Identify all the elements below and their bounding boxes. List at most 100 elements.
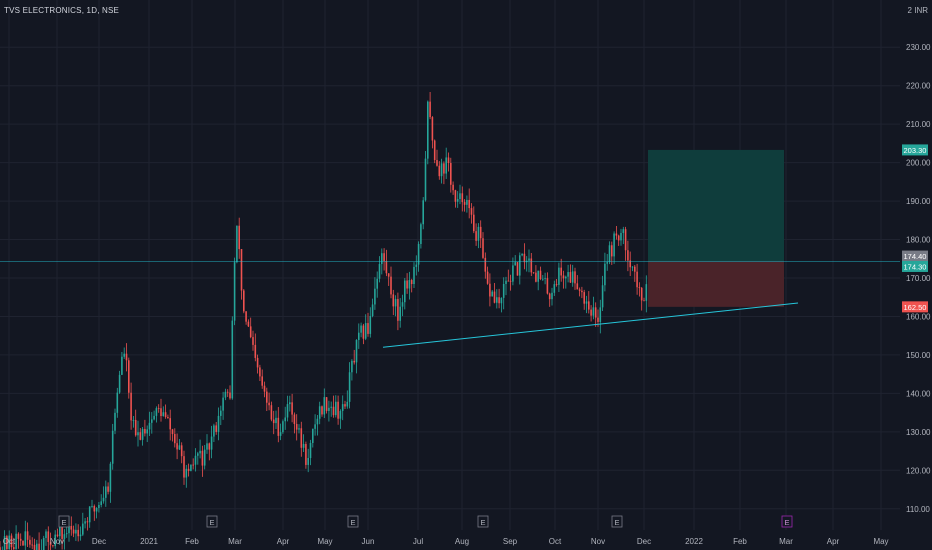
candle-body <box>84 521 86 524</box>
candle-body <box>519 255 521 276</box>
candle-body <box>424 158 427 201</box>
time-tick-label: Feb <box>733 537 747 546</box>
earnings-marker[interactable] <box>781 515 793 528</box>
candle-body <box>399 306 401 321</box>
currency-code: INR <box>914 6 928 15</box>
candle-body <box>302 444 305 448</box>
candle-body <box>606 262 608 264</box>
candle-body <box>390 276 392 295</box>
price-label-box <box>902 250 928 262</box>
candle-body <box>178 445 181 450</box>
candle-body <box>8 535 10 549</box>
earnings-marker-label: E <box>784 518 789 527</box>
candle-body <box>383 253 385 262</box>
position-tool[interactable] <box>648 149 784 307</box>
time-tick-label: Oct <box>549 537 562 546</box>
candle-body <box>132 419 135 421</box>
candle-body <box>137 432 139 436</box>
candle-body <box>201 450 204 466</box>
candle-body <box>61 526 63 539</box>
candle-body <box>528 258 530 261</box>
candle-body <box>164 412 167 418</box>
candle-body <box>360 325 362 333</box>
price-axis[interactable]: 110.00 120.00 130.00 140.00 150.00 160.00 170.… <box>902 43 931 514</box>
candle-body <box>272 419 275 424</box>
candle-body <box>314 424 316 429</box>
candle-body <box>109 463 112 492</box>
candle-body <box>500 297 503 304</box>
candle-body <box>392 294 395 307</box>
candle-body <box>473 214 475 232</box>
interval-label: 1D <box>86 6 98 15</box>
candle-body <box>413 266 415 285</box>
candle-body <box>456 199 459 202</box>
candle-body <box>358 332 360 340</box>
candle-body <box>116 392 119 413</box>
candle-body <box>210 436 213 450</box>
candle-body <box>240 249 243 291</box>
candle-body <box>599 307 602 322</box>
time-tick-label: Jul <box>413 537 423 546</box>
candle-body <box>185 468 188 478</box>
candle-body <box>397 298 399 321</box>
earnings-marker[interactable] <box>347 515 359 528</box>
earnings-marker[interactable] <box>58 515 70 528</box>
earnings-marker[interactable] <box>206 515 218 528</box>
candle-body <box>254 344 257 358</box>
time-tick-label: Jun <box>362 537 375 546</box>
candle-body <box>215 425 217 432</box>
candle-body <box>114 412 116 431</box>
candle-body <box>263 385 266 392</box>
earnings-marker[interactable] <box>477 515 489 528</box>
candle-body <box>194 455 197 465</box>
candle-body <box>323 397 326 415</box>
candle-body <box>121 356 123 375</box>
candle-body <box>176 443 178 450</box>
candle-body <box>36 543 38 550</box>
candle-body <box>486 271 489 284</box>
candle-body <box>157 408 160 409</box>
price-label-text: 174.30 <box>904 262 927 271</box>
candle-body <box>125 353 128 361</box>
candle-body <box>45 531 47 539</box>
drawing-lines[interactable] <box>0 261 900 348</box>
candle-body <box>535 272 537 282</box>
candle-body <box>562 275 565 279</box>
time-tick-label: Apr <box>277 537 290 546</box>
candle-body <box>523 253 526 263</box>
candle-body <box>613 233 615 257</box>
candle-body <box>155 408 158 416</box>
candle-body <box>286 404 289 418</box>
candle-body <box>576 283 579 290</box>
candle-body <box>634 266 636 272</box>
candle-body <box>42 538 45 550</box>
price-label-box <box>902 260 928 272</box>
stop-zone[interactable] <box>648 261 784 307</box>
candle-body <box>203 449 206 466</box>
candle-body <box>569 272 572 283</box>
earnings-marker[interactable] <box>611 515 623 528</box>
candle-body <box>118 374 121 393</box>
candle-body <box>516 262 519 276</box>
candle-body <box>420 224 422 244</box>
candle-body <box>553 284 556 293</box>
candle-body <box>544 278 546 279</box>
candle-body <box>26 531 29 540</box>
candle-body <box>636 271 638 288</box>
time-axis[interactable]: Oct Nov Dec 2021 Feb Mar Apr May Jun Jul Aug Sep Oct… <box>3 537 889 546</box>
target-zone[interactable] <box>648 149 784 262</box>
candle-body <box>638 287 641 289</box>
candle-body <box>507 280 510 282</box>
candle-body <box>546 278 549 294</box>
candle-body <box>328 407 330 411</box>
candle-body <box>19 538 22 541</box>
time-tick-label: May <box>317 537 332 546</box>
time-tick-label: Apr <box>827 537 840 546</box>
exchange-label: NSE <box>102 6 120 15</box>
candle-body <box>489 283 491 297</box>
candle-body <box>151 419 153 423</box>
trendline[interactable] <box>382 302 799 348</box>
candle-body <box>160 408 162 417</box>
